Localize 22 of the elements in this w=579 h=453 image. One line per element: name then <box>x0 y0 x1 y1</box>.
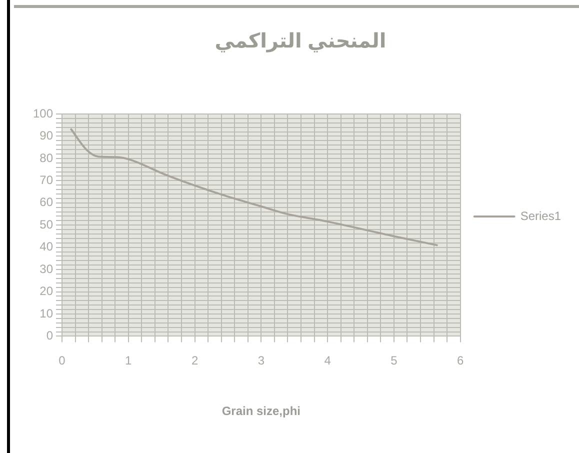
y-tick-label: 60 <box>40 195 54 210</box>
x-tick-label: 6 <box>456 354 464 368</box>
y-tick-label: 30 <box>40 262 54 276</box>
x-tick-label: 3 <box>258 354 265 368</box>
y-tick-label: 90 <box>40 128 54 143</box>
y-tick-label: 100 <box>32 106 54 120</box>
x-tick-label: 1 <box>125 354 132 368</box>
x-tick-label: 4 <box>324 354 332 368</box>
y-tick-label: 0 <box>46 328 54 343</box>
y-tick-label: 10 <box>40 306 54 320</box>
y-tick-label: 20 <box>40 284 54 298</box>
x-tick-label: 0 <box>58 354 66 368</box>
chart-title: المنحني التراكمي <box>214 30 386 53</box>
line-series <box>70 128 439 246</box>
x-tick-label: 5 <box>390 354 398 368</box>
y-tick-label: 70 <box>40 172 54 187</box>
x-axis-title: Grain size,phi <box>222 404 301 418</box>
x-tick-label: 2 <box>191 354 198 368</box>
legend-label: Series1 <box>520 208 562 223</box>
y-tick-label: 50 <box>40 217 54 232</box>
y-tick-label: 40 <box>40 240 54 254</box>
y-tick-label: 80 <box>40 150 54 165</box>
